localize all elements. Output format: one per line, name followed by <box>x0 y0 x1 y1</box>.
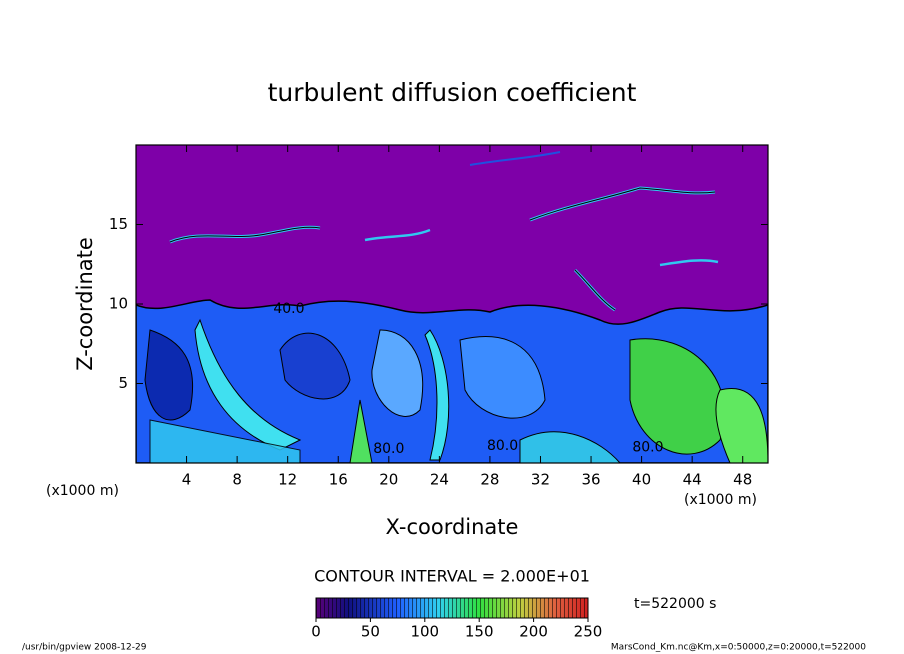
x-tick-label: 32 <box>531 471 550 489</box>
chart-title: turbulent diffusion coefficient <box>268 78 637 107</box>
colorbar-tick-label: 200 <box>519 623 548 641</box>
colorbar-contours <box>316 598 588 618</box>
colorbar-tick-label: 100 <box>410 623 439 641</box>
y-unit: (x1000 m) <box>46 483 119 499</box>
colorbar-tick-label: 0 <box>311 623 321 641</box>
y-tick-label: 15 <box>109 215 128 233</box>
x-tick-label: 44 <box>683 471 702 489</box>
x-tick-label: 48 <box>733 471 752 489</box>
y-axis-label: Z-coordinate <box>73 237 97 371</box>
time-label: t=522000 s <box>634 596 716 612</box>
y-tick-label: 10 <box>109 295 128 313</box>
x-tick-label: 4 <box>182 471 192 489</box>
footer-right: MarsCond_Km.nc@Km,x=0:50000,z=0:20000,t=… <box>611 643 866 653</box>
x-unit: (x1000 m) <box>684 492 757 508</box>
x-tick-label: 12 <box>278 471 297 489</box>
contour-label: 80.0 <box>632 439 663 455</box>
footer-left: /usr/bin/gpview 2008-12-29 <box>22 643 147 653</box>
colorbar-frame <box>315 597 589 619</box>
contour-label: 80.0 <box>373 441 404 457</box>
x-tick-label: 20 <box>379 471 398 489</box>
x-tick-label: 8 <box>232 471 242 489</box>
contour-label: 80.0 <box>487 438 518 454</box>
colorbar-tick-label: 50 <box>361 623 380 641</box>
contour-interval: CONTOUR INTERVAL = 2.000E+01 <box>314 567 590 586</box>
colorbar-tick-label: 150 <box>465 623 494 641</box>
x-tick-label: 16 <box>329 471 348 489</box>
y-tick-label: 5 <box>118 374 128 392</box>
colorbar-tick-label: 250 <box>574 623 603 641</box>
contour-label: 40.0 <box>273 301 304 317</box>
x-tick-label: 24 <box>430 471 449 489</box>
field <box>136 145 768 463</box>
x-tick-label: 36 <box>581 471 600 489</box>
x-tick-label: 28 <box>480 471 499 489</box>
x-tick-label: 40 <box>632 471 651 489</box>
x-axis-label: X-coordinate <box>386 515 519 539</box>
